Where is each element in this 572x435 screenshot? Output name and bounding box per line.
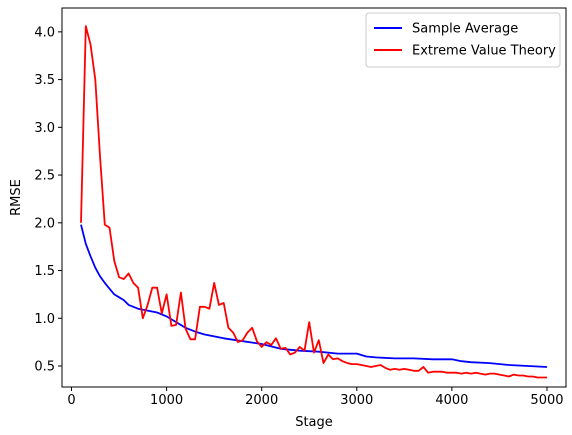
plot-area — [61, 7, 567, 388]
x-tick-label: 3000 — [340, 393, 373, 408]
series-line-1 — [80, 25, 547, 379]
x-tick-label: 1000 — [150, 393, 183, 408]
legend-label: Extreme Value Theory — [412, 44, 556, 59]
x-tick-label: 4000 — [435, 393, 468, 408]
x-tick-label: 2000 — [245, 393, 278, 408]
x-axis: 0 1000 2000 3000 4000 5000 — [67, 387, 564, 408]
y-tick-label: 2.0 — [34, 216, 55, 231]
legend-box — [365, 12, 561, 68]
legend: Sample Average Extreme Value Theory — [365, 12, 561, 68]
legend-label: Sample Average — [412, 22, 518, 37]
x-axis-label: Stage — [295, 415, 333, 430]
axes-frame — [61, 7, 567, 388]
y-tick-label: 3.5 — [34, 73, 55, 88]
y-tick-label: 2.5 — [34, 169, 55, 184]
x-tick-label: 5000 — [530, 393, 563, 408]
y-tick-label: 1.5 — [34, 264, 55, 279]
y-tick-label: 0.5 — [34, 359, 55, 374]
y-axis: 0.5 1.0 1.5 2.0 2.5 3.0 3.5 4.0 — [34, 25, 62, 374]
series-line-0 — [80, 224, 548, 368]
y-axis-label: RMSE — [9, 179, 24, 216]
x-tick-label: 0 — [67, 393, 75, 408]
y-tick-label: 3.0 — [34, 121, 55, 136]
y-tick-label: 1.0 — [34, 312, 55, 327]
y-tick-label: 4.0 — [34, 25, 55, 40]
